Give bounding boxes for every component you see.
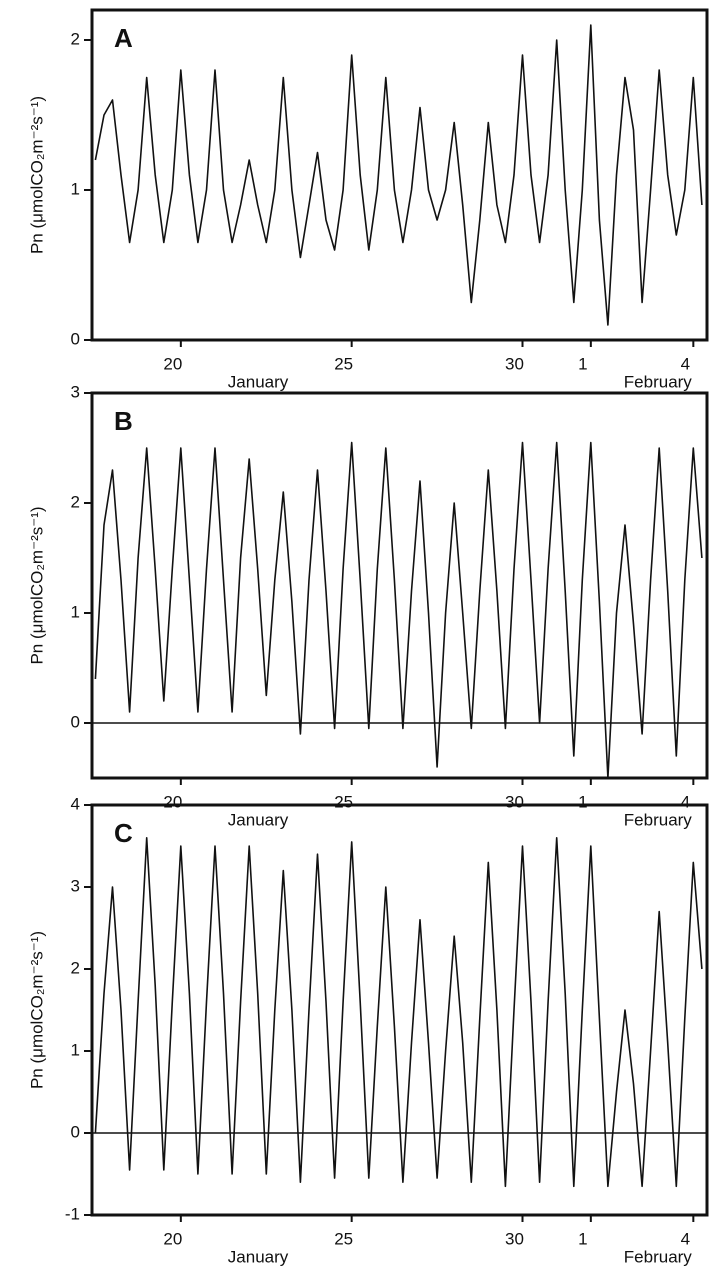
- y-tick-label: 3: [71, 382, 80, 401]
- x-tick-label: 4: [681, 354, 690, 373]
- month-label: January: [228, 1247, 289, 1266]
- x-tick-label: 25: [334, 354, 353, 373]
- y-tick-label: 4: [71, 794, 80, 813]
- x-tick-label: 25: [334, 792, 353, 811]
- y-tick-label: 3: [71, 876, 80, 895]
- x-tick-label: 4: [681, 792, 690, 811]
- y-axis-label: Pn (μmolCO₂m⁻²s⁻¹): [27, 96, 46, 254]
- y-tick-label: 0: [71, 712, 80, 731]
- month-label: January: [228, 372, 289, 391]
- data-line: [94, 441, 703, 779]
- data-line: [94, 837, 703, 1188]
- x-tick-label: 1: [578, 354, 587, 373]
- month-label: February: [624, 1247, 693, 1266]
- x-tick-label: 30: [505, 792, 524, 811]
- y-tick-label: 0: [71, 329, 80, 348]
- panel-label: A: [114, 23, 133, 53]
- y-tick-label: 2: [71, 29, 80, 48]
- data-line: [94, 24, 703, 326]
- y-tick-label: 1: [71, 1040, 80, 1059]
- y-tick-label: 1: [71, 179, 80, 198]
- x-tick-label: 1: [578, 1229, 587, 1248]
- y-axis-label: Pn (μmolCO₂m⁻²s⁻¹): [27, 931, 46, 1089]
- y-tick-label: -1: [65, 1204, 80, 1223]
- month-label: February: [624, 372, 693, 391]
- month-label: February: [624, 810, 693, 829]
- x-tick-label: 20: [163, 792, 182, 811]
- panel-label: B: [114, 406, 133, 436]
- x-tick-label: 4: [681, 1229, 690, 1248]
- plot-frame: [90, 8, 709, 342]
- month-label: January: [228, 810, 289, 829]
- panel-label: C: [114, 818, 133, 848]
- y-tick-label: 2: [71, 958, 80, 977]
- x-tick-label: 30: [505, 1229, 524, 1248]
- x-tick-label: 1: [578, 792, 587, 811]
- plot-frame: [90, 803, 709, 1217]
- x-tick-label: 20: [163, 354, 182, 373]
- y-axis-label: Pn (μmolCO₂m⁻²s⁻¹): [27, 506, 46, 664]
- plot-frame: [90, 391, 709, 780]
- y-tick-label: 1: [71, 602, 80, 621]
- x-tick-label: 25: [334, 1229, 353, 1248]
- x-tick-label: 30: [505, 354, 524, 373]
- x-tick-label: 20: [163, 1229, 182, 1248]
- y-tick-label: 2: [71, 492, 80, 511]
- y-tick-label: 0: [71, 1122, 80, 1141]
